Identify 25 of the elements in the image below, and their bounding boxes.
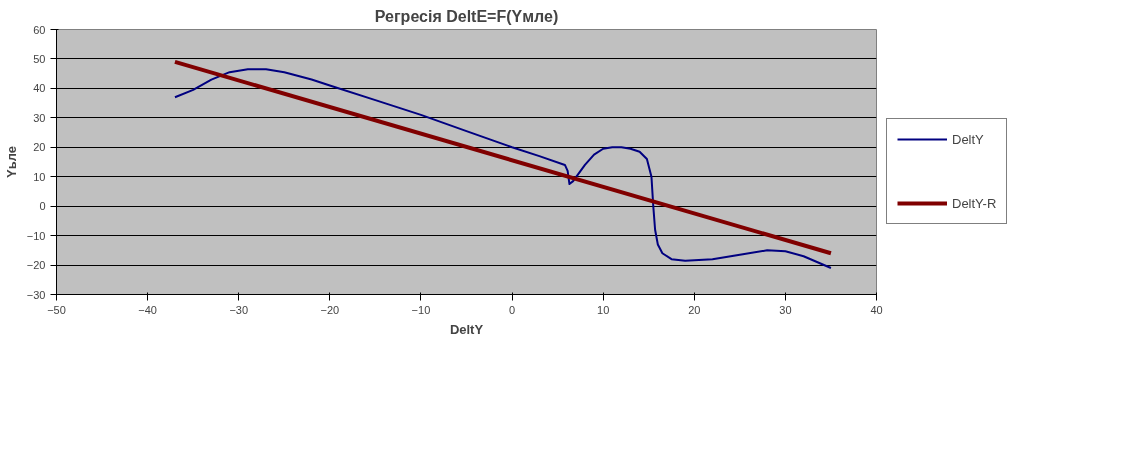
x-axis-title: DeltY <box>449 321 484 337</box>
y-tick-label: 30 <box>33 111 46 124</box>
legend-label: DeltY <box>952 131 984 147</box>
x-tick-label: 0 <box>509 303 516 316</box>
x-tick-label: −40 <box>138 303 157 316</box>
y-tick-label: 20 <box>33 141 46 154</box>
y-tick-label: 60 <box>33 23 46 36</box>
x-tick-label: 20 <box>688 303 701 316</box>
legend-label: DeltY-R <box>952 195 997 211</box>
y-tick-label: 40 <box>33 82 46 95</box>
x-tick-label: 30 <box>779 303 792 316</box>
x-tick-label: 40 <box>870 303 883 316</box>
y-tick-label: 10 <box>33 170 46 183</box>
x-tick-label: −20 <box>320 303 340 316</box>
y-tick-label: 0 <box>39 200 46 213</box>
y-tick-label: −10 <box>26 229 46 242</box>
y-tick-label: 50 <box>33 52 46 65</box>
y-tick-label: −20 <box>26 259 46 272</box>
x-tick-label: −30 <box>229 303 249 316</box>
chart-title: Регресія DeltE=F(Yмле) <box>374 7 559 25</box>
y-axis-title: Yьле <box>3 146 19 178</box>
x-tick-label: −50 <box>47 303 66 316</box>
x-tick-label: 10 <box>597 303 610 316</box>
y-tick-label: −30 <box>26 288 46 301</box>
x-tick-label: −10 <box>411 303 431 316</box>
